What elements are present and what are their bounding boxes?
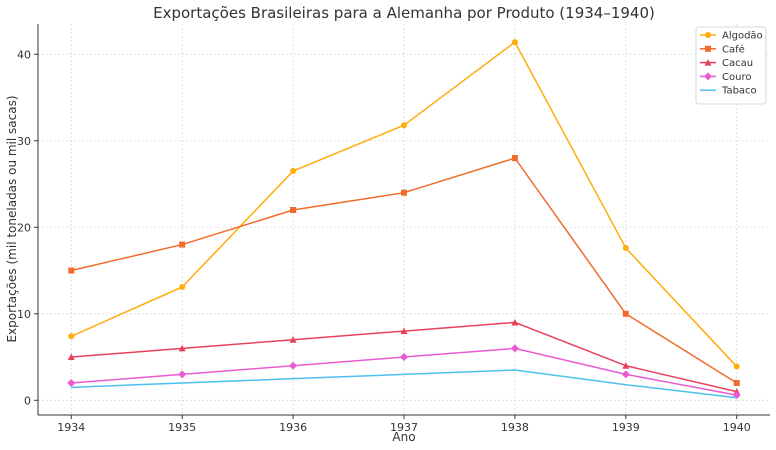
data-point: [401, 189, 407, 196]
x-axis-label: Ano: [392, 430, 415, 444]
legend-item: Café: [700, 43, 745, 55]
legend-item: Couro: [700, 72, 751, 83]
legend-marker: [705, 32, 711, 38]
x-tick-label: 1935: [168, 421, 196, 434]
x-tick-label: 1937: [390, 421, 418, 434]
data-point: [179, 241, 186, 248]
x-tick-label: 1936: [279, 421, 307, 434]
data-point: [400, 353, 408, 362]
data-point: [178, 344, 186, 352]
x-tick-label: 1934: [57, 421, 85, 434]
legend-label: Café: [722, 43, 745, 55]
y-tick-label: 30: [17, 135, 31, 148]
data-point: [290, 206, 297, 213]
x-tick-label: 1940: [723, 421, 751, 434]
y-tick-label: 20: [17, 221, 31, 234]
series-1: [68, 155, 740, 386]
data-point: [68, 267, 75, 274]
data-point: [622, 362, 630, 369]
y-tick-label: 40: [17, 48, 31, 61]
data-point: [67, 378, 76, 387]
series-0: [68, 39, 740, 370]
legend-label: Tabaco: [721, 86, 757, 97]
data-point: [733, 379, 740, 386]
data-point: [733, 363, 740, 370]
y-axis-label: Exportações (mil toneladas ou mil sacas): [5, 95, 19, 342]
data-point: [290, 168, 297, 175]
data-point: [511, 39, 518, 46]
x-tick-label: 1938: [501, 421, 529, 434]
data-point: [622, 310, 629, 317]
data-point: [178, 370, 187, 379]
legend-item: Algodão: [700, 31, 763, 42]
data-point: [179, 283, 186, 290]
data-point: [510, 344, 519, 353]
legend-item: Cacau: [700, 58, 753, 69]
legend-item: Tabaco: [700, 86, 757, 97]
data-point: [401, 122, 407, 129]
series-group: [67, 39, 741, 400]
data-point: [68, 333, 75, 340]
y-tick-label: 0: [24, 394, 31, 407]
legend-marker: [704, 59, 712, 66]
series-4: [71, 369, 737, 399]
data-point: [289, 361, 298, 370]
y-tick-label: 10: [17, 308, 31, 321]
data-point: [511, 155, 518, 162]
data-point: [511, 318, 519, 326]
data-point: [621, 370, 630, 379]
data-point: [400, 327, 408, 335]
legend-box: [695, 26, 767, 105]
legend-label: Couro: [722, 72, 751, 83]
series-line: [71, 369, 737, 399]
legend-label: Algodão: [722, 31, 763, 42]
data-point: [67, 353, 75, 361]
legend-marker: [705, 45, 711, 52]
legend-label: Cacau: [722, 58, 753, 69]
chart-title: Exportações Brasileiras para a Alemanha …: [153, 4, 655, 22]
ticks: 1934 1935 1936 1937 1938 1939 1940 0 10 20 30 40: [17, 48, 751, 434]
data-point: [289, 336, 297, 343]
data-point: [622, 245, 629, 252]
x-tick-label: 1939: [612, 421, 640, 434]
legend-marker: [704, 72, 712, 81]
